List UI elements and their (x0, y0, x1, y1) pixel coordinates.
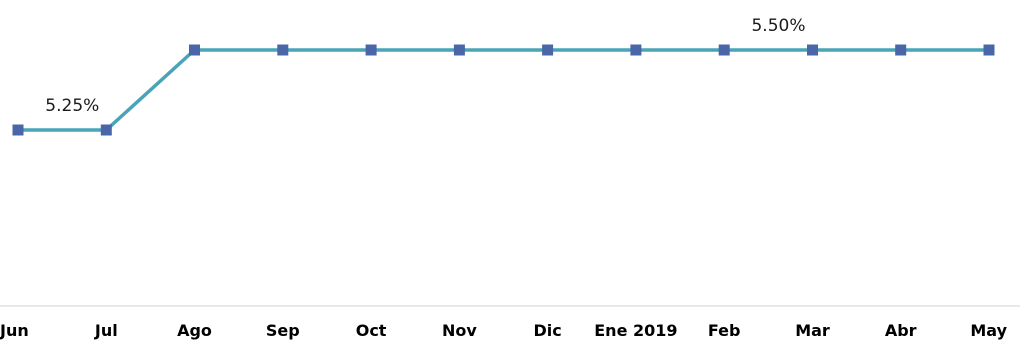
series-line (18, 48, 989, 132)
data-point-may (983, 44, 995, 56)
x-tick-label: Sep (266, 321, 300, 340)
marker-layer (12, 44, 995, 136)
data-point-jun (12, 124, 24, 136)
data-label: 5.25% (45, 96, 99, 116)
x-tick-label: Ene 2019 (594, 321, 677, 340)
data-point-mar (807, 44, 818, 56)
data-point-dic (542, 44, 554, 56)
data-point-abr (895, 44, 907, 56)
data-point-nov (453, 44, 465, 56)
data-point-ago (189, 44, 200, 56)
x-tick-label: Jun (0, 321, 29, 340)
x-tick-label: Jul (94, 321, 118, 340)
data-point-sep (277, 44, 289, 56)
x-tick-label: May (970, 321, 1007, 340)
x-tick-label: Oct (356, 321, 387, 340)
data-point-oct (365, 44, 377, 56)
x-tick-labels: Jun Jul Ago Sep Oct Nov Dic Ene 2019 Feb Mar Abr Ma… (0, 321, 1008, 340)
series-layer (18, 48, 989, 132)
data-point-jul (100, 124, 112, 136)
data-label: 5.50% (751, 16, 805, 36)
data-point-feb (718, 44, 730, 56)
x-tick-label: Nov (442, 321, 477, 340)
data-point-ene-2019 (630, 44, 642, 56)
x-tick-label: Feb (708, 321, 741, 340)
x-tick-label: Dic (533, 321, 561, 340)
x-tick-label: Ago (177, 321, 212, 340)
data-label-layer: 5.25% 5.50% (45, 16, 805, 116)
x-tick-label: Abr (885, 321, 917, 340)
x-tick-label: Mar (795, 321, 830, 340)
